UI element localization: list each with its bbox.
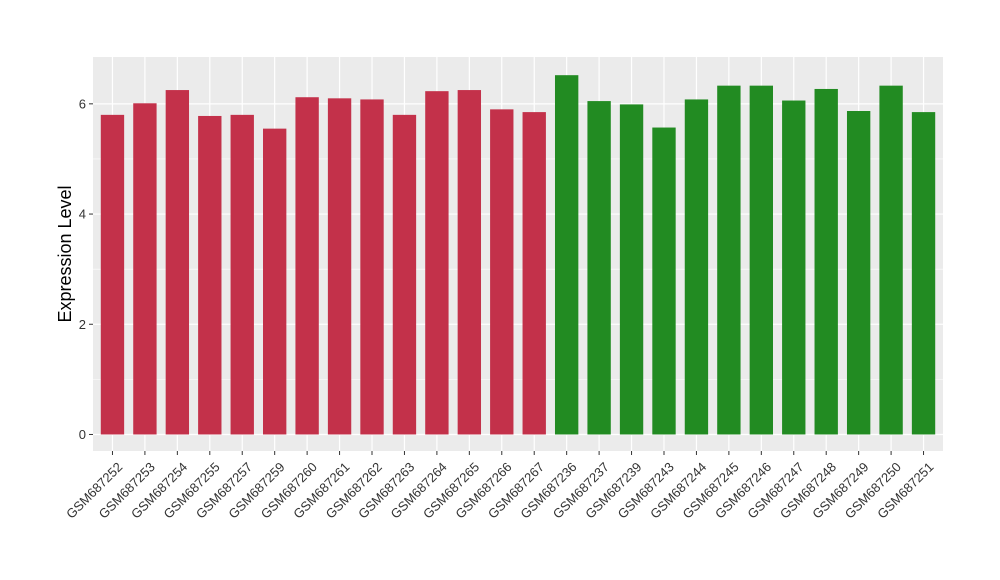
bar	[749, 85, 773, 435]
y-tick-label: 2	[79, 317, 86, 332]
bar	[554, 75, 579, 435]
bar	[522, 112, 546, 435]
bar	[846, 111, 871, 435]
bar	[360, 99, 384, 435]
bar	[587, 101, 611, 435]
bar	[619, 104, 644, 435]
bars	[100, 75, 936, 435]
bar	[295, 97, 319, 435]
y-tick-label: 6	[79, 96, 86, 111]
bar	[133, 103, 157, 435]
bar	[425, 91, 449, 435]
bar	[490, 109, 514, 435]
bar	[879, 85, 903, 435]
x-axis: GSM687252GSM687253GSM687254GSM687255GSM6…	[63, 451, 936, 522]
y-axis-title: Expression Level	[55, 185, 75, 322]
y-tick-label: 0	[79, 427, 86, 442]
bar	[684, 99, 709, 435]
bar	[230, 114, 254, 435]
bar	[198, 115, 222, 435]
bar	[392, 114, 417, 435]
bar	[165, 90, 190, 435]
bar	[652, 127, 676, 435]
bar	[327, 98, 352, 435]
bar	[457, 90, 482, 435]
bar	[911, 112, 936, 435]
bar	[100, 114, 125, 435]
bar	[717, 85, 741, 435]
bar	[263, 128, 287, 435]
bar	[782, 100, 806, 435]
y-axis: 0 2 4 6	[79, 96, 93, 442]
bar	[814, 88, 838, 435]
y-tick-label: 4	[79, 207, 86, 222]
